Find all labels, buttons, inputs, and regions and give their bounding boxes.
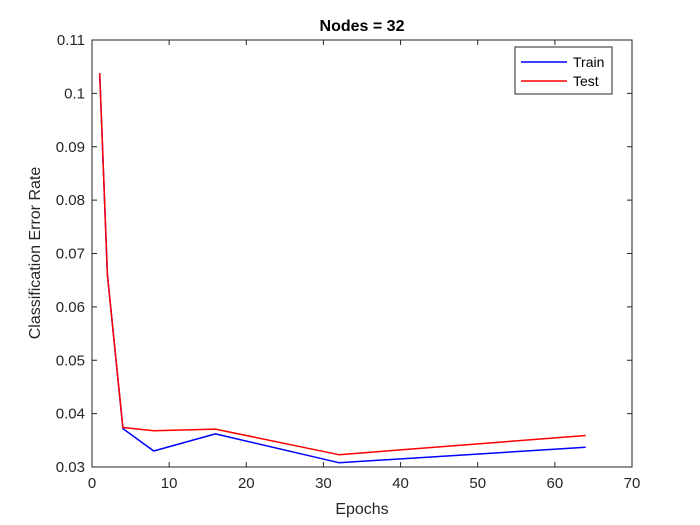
x-tick-label: 10 bbox=[161, 475, 178, 492]
y-tick-label: 0.03 bbox=[56, 459, 85, 476]
x-tick-label: 50 bbox=[469, 475, 486, 492]
x-tick-label: 70 bbox=[624, 475, 641, 492]
y-tick-label: 0.05 bbox=[56, 352, 85, 369]
legend-box bbox=[514, 46, 613, 95]
x-tick-label: 30 bbox=[315, 475, 332, 492]
x-axis: 0 10 20 30 40 50 60 70 bbox=[88, 40, 641, 492]
y-tick-label: 0.08 bbox=[56, 192, 85, 209]
series-line-train bbox=[98, 73, 586, 464]
y-tick-label: 0.07 bbox=[56, 246, 85, 263]
plot-area-frame bbox=[91, 39, 633, 468]
x-tick-label: 0 bbox=[88, 475, 96, 492]
series-line-test bbox=[98, 73, 586, 456]
legend-label-train: Train bbox=[573, 54, 604, 70]
y-axis: 0.03 0.04 0.05 0.06 0.07 0.08 0.09 0.1 0.11 bbox=[56, 32, 632, 476]
y-tick-label: 0.06 bbox=[56, 299, 85, 316]
series-layer bbox=[98, 73, 586, 464]
y-tick-label: 0.04 bbox=[56, 406, 85, 423]
y-tick-label: 0.1 bbox=[64, 85, 85, 102]
x-tick-label: 40 bbox=[392, 475, 409, 492]
legend-label-test: Test bbox=[573, 73, 599, 89]
y-tick-label: 0.09 bbox=[56, 139, 85, 156]
x-tick-label: 20 bbox=[238, 475, 255, 492]
x-tick-label: 60 bbox=[547, 475, 564, 492]
x-axis-title: Epochs bbox=[335, 501, 388, 518]
y-axis-title: Classification Error Rate bbox=[27, 167, 44, 340]
y-tick-label: 0.11 bbox=[57, 32, 85, 49]
chart-title: Nodes = 32 bbox=[320, 18, 405, 35]
legend: Train Test bbox=[514, 46, 613, 95]
